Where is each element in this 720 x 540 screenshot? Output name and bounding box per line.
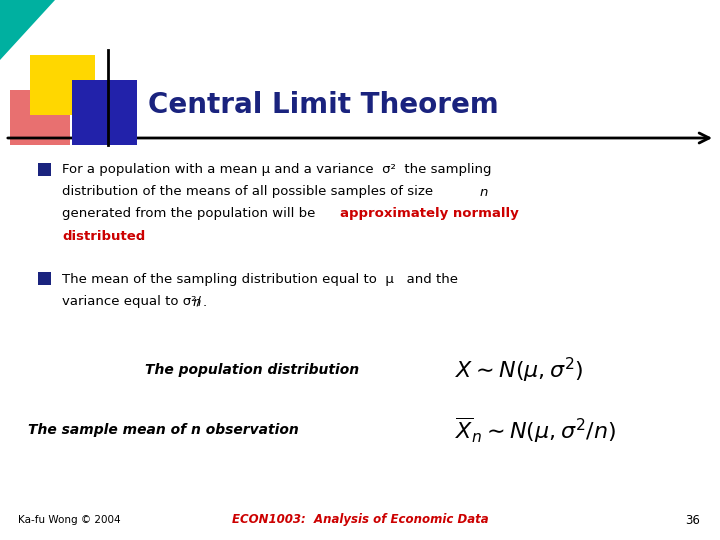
- Text: approximately normally: approximately normally: [340, 207, 518, 220]
- Bar: [38, 272, 51, 285]
- Bar: [10, 90, 70, 145]
- Text: For a population with a mean μ and a variance  σ²  the sampling: For a population with a mean μ and a var…: [62, 164, 492, 177]
- Text: variance equal to σ²/: variance equal to σ²/: [62, 295, 201, 308]
- Text: Ka-fu Wong © 2004: Ka-fu Wong © 2004: [18, 515, 121, 525]
- Bar: [30, 55, 95, 115]
- Text: 36: 36: [685, 514, 700, 526]
- Text: generated from the population will be: generated from the population will be: [62, 207, 320, 220]
- Bar: [72, 80, 137, 145]
- Text: ECON1003:  Analysis of Economic Data: ECON1003: Analysis of Economic Data: [232, 514, 488, 526]
- Text: .: .: [203, 295, 207, 308]
- Text: n: n: [480, 186, 488, 199]
- Text: The sample mean of n observation: The sample mean of n observation: [28, 423, 299, 437]
- Text: The mean of the sampling distribution equal to  μ   and the: The mean of the sampling distribution eq…: [62, 273, 458, 287]
- Text: The population distribution: The population distribution: [145, 363, 359, 377]
- Text: distributed: distributed: [62, 230, 145, 242]
- Text: Central Limit Theorem: Central Limit Theorem: [148, 91, 499, 119]
- Text: .: .: [138, 230, 142, 242]
- Text: n: n: [193, 295, 202, 308]
- Text: $X \sim N(\mu, \sigma^2)$: $X \sim N(\mu, \sigma^2)$: [455, 355, 584, 384]
- Bar: [38, 163, 51, 176]
- Polygon shape: [0, 0, 55, 60]
- Text: distribution of the means of all possible samples of size: distribution of the means of all possibl…: [62, 186, 437, 199]
- Text: $\overline{X}_n \sim N(\mu, \sigma^2/n)$: $\overline{X}_n \sim N(\mu, \sigma^2/n)$: [455, 415, 616, 445]
